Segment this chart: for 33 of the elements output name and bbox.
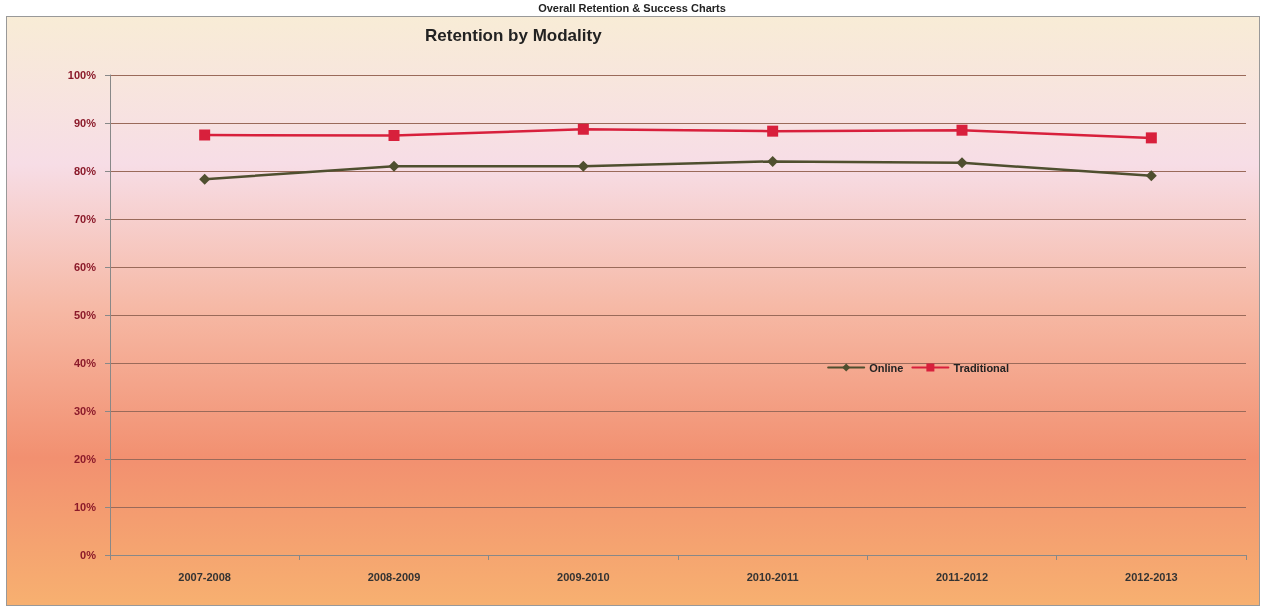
x-tick-label: 2011-2012: [936, 570, 988, 583]
point: [577, 123, 589, 135]
x-tick-label: 2012-2013: [1125, 570, 1178, 583]
y-tick-label: 90%: [73, 117, 97, 129]
legend-label: Traditional: [953, 361, 1010, 374]
point: [199, 129, 211, 141]
y-tick-label: 60%: [73, 261, 97, 273]
y-tick-label: 20%: [73, 453, 97, 465]
point: [956, 157, 968, 169]
point: [1145, 170, 1157, 182]
point: [199, 173, 211, 185]
point: [767, 125, 779, 137]
x-tick-label: 2009-2010: [557, 570, 610, 583]
point: [767, 155, 779, 167]
y-tick-label: 50%: [73, 309, 97, 321]
text: Overall Retention & Success Charts: [538, 1, 726, 14]
y-tick-label: 30%: [73, 405, 97, 417]
point: [577, 160, 589, 172]
point: [388, 129, 400, 141]
y-tick-label: 10%: [73, 501, 97, 513]
x-tick-label: 2010-2011: [746, 570, 799, 583]
y-tick-label: 0%: [80, 549, 97, 561]
point: [388, 160, 400, 172]
y-tick-label: 80%: [73, 165, 97, 177]
chart-title: Retention by Modality: [425, 26, 603, 45]
y-tick-label: 40%: [73, 357, 97, 369]
point: [1145, 132, 1157, 144]
x-tick-label: 2007-2008: [178, 570, 231, 583]
point: [956, 124, 968, 136]
y-tick-label: 70%: [73, 213, 97, 225]
y-tick-label: 100%: [67, 69, 97, 81]
legend-label: Online: [869, 361, 904, 374]
x-tick-label: 2008-2009: [367, 570, 421, 583]
